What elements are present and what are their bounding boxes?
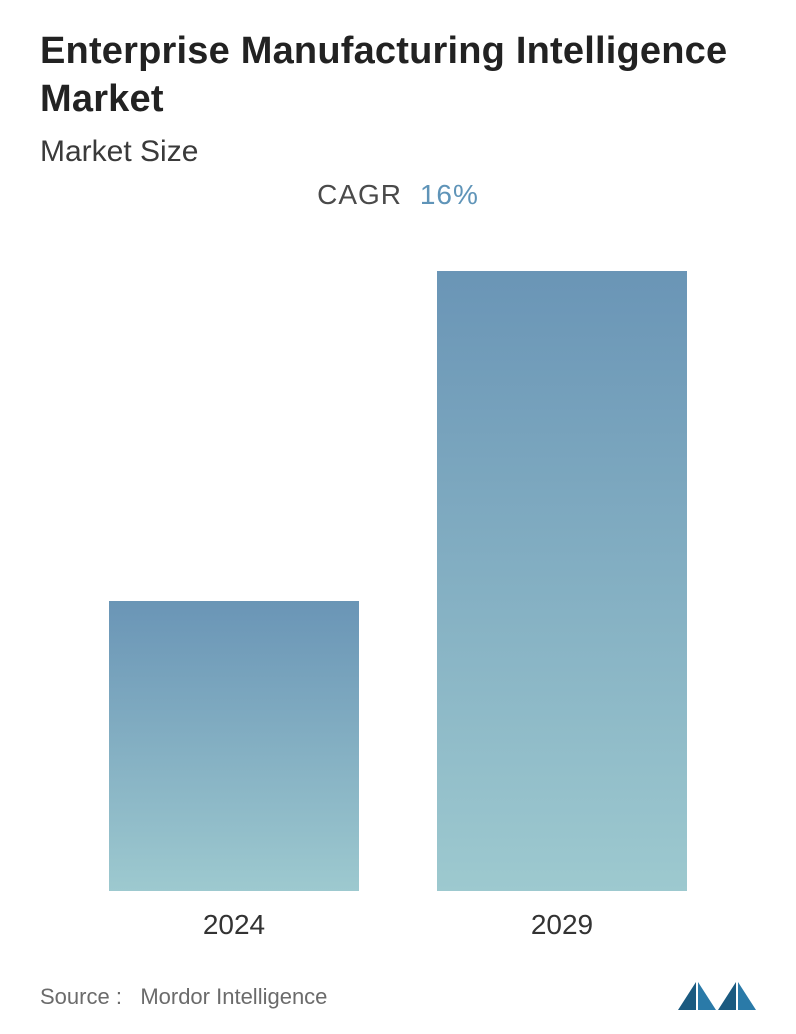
chart-title: Enterprise Manufacturing Intelligence Ma… xyxy=(40,28,756,123)
brand-logo-icon xyxy=(678,982,756,1010)
cagr-value: 16% xyxy=(420,179,479,210)
logo-triangle-icon xyxy=(738,982,756,1010)
logo-triangle-icon xyxy=(698,982,716,1010)
logo-triangle-icon xyxy=(718,982,736,1010)
bar-chart xyxy=(40,231,756,891)
source-label: Source : xyxy=(40,984,122,1009)
source-attribution: Source : Mordor Intelligence xyxy=(40,984,327,1010)
bar-2029 xyxy=(437,271,687,891)
x-label-2029: 2029 xyxy=(437,909,687,941)
logo-triangle-icon xyxy=(678,982,696,1010)
cagr-label: CAGR xyxy=(317,179,402,210)
x-label-2024: 2024 xyxy=(109,909,359,941)
x-axis-labels: 2024 2029 xyxy=(40,891,756,941)
source-name: Mordor Intelligence xyxy=(140,984,327,1009)
cagr-line: CAGR 16% xyxy=(40,179,756,211)
bar-2024 xyxy=(109,601,359,891)
chart-subtitle: Market Size xyxy=(40,135,756,169)
